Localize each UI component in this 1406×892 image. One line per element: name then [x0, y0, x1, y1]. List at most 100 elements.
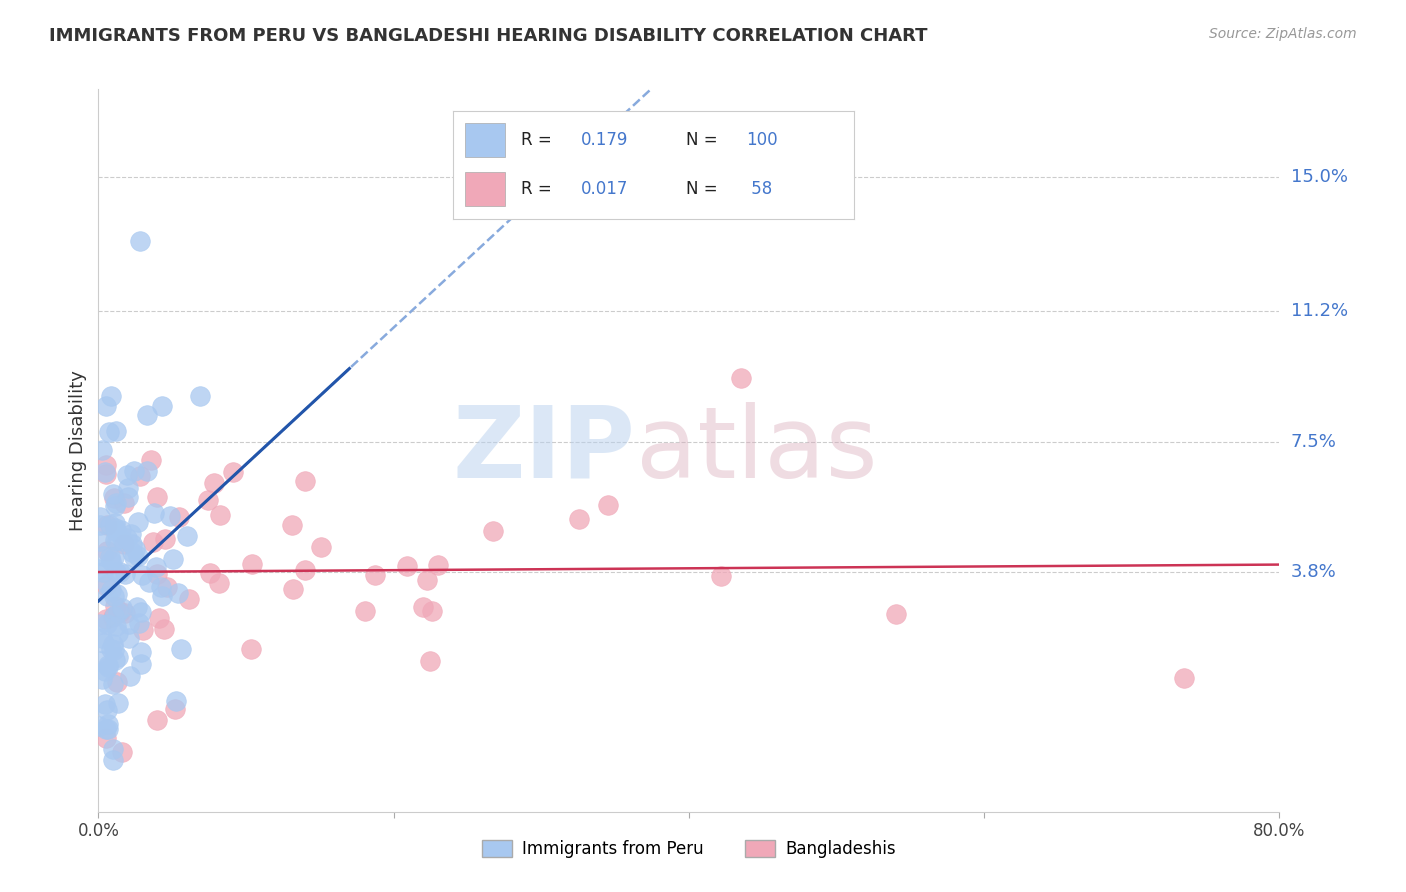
Point: [97, 660, 120, 674]
Point: [96, 617, 118, 632]
Point: [103, 491, 125, 505]
Point: [96, 612, 118, 626]
Point: [104, 524, 127, 538]
Point: [121, 545, 143, 559]
Point: [198, 566, 221, 581]
Point: [208, 575, 231, 590]
Point: [396, 558, 419, 573]
Point: [94, 665, 117, 679]
Point: [91, 565, 114, 579]
Point: [167, 509, 190, 524]
Point: [101, 637, 124, 651]
Point: [128, 234, 150, 248]
Point: [127, 599, 149, 614]
Point: [138, 574, 160, 589]
Text: 11.2%: 11.2%: [1291, 302, 1348, 320]
Point: [103, 742, 125, 756]
Point: [105, 566, 128, 580]
Point: [167, 586, 190, 600]
Point: [90, 654, 112, 668]
Point: [89, 616, 111, 631]
Point: [121, 536, 143, 550]
Point: [108, 566, 131, 580]
Point: [150, 400, 173, 414]
Point: [112, 496, 135, 510]
Point: [294, 563, 316, 577]
Point: [103, 589, 125, 603]
Point: [136, 464, 159, 478]
Point: [177, 592, 200, 607]
Point: [294, 474, 316, 488]
Text: ZIP: ZIP: [453, 402, 636, 499]
Point: [96, 576, 118, 591]
Point: [188, 388, 211, 402]
Point: [98, 518, 121, 533]
Point: [309, 541, 332, 555]
Point: [101, 753, 124, 767]
Point: [153, 532, 176, 546]
Point: [150, 589, 173, 603]
Point: [100, 641, 122, 656]
Point: [97, 717, 120, 731]
Point: [94, 466, 117, 480]
Point: [96, 703, 118, 717]
Point: [170, 642, 193, 657]
Point: [281, 517, 304, 532]
Point: [93, 635, 115, 649]
Point: [114, 606, 136, 620]
Point: [416, 573, 439, 587]
Point: [93, 697, 115, 711]
Point: [104, 599, 127, 614]
Point: [96, 579, 118, 593]
Point: [598, 499, 620, 513]
Point: [124, 550, 146, 565]
Point: [117, 482, 139, 496]
Point: [1173, 671, 1195, 685]
Point: [162, 552, 184, 566]
Point: [104, 516, 127, 531]
Point: [87, 562, 110, 576]
Point: [89, 510, 111, 524]
Point: [884, 607, 907, 622]
Point: [127, 515, 149, 529]
Point: [104, 653, 127, 667]
Point: [156, 580, 179, 594]
Point: [145, 560, 167, 574]
Point: [239, 642, 262, 657]
Point: [129, 657, 152, 671]
Point: [124, 464, 146, 478]
Text: 7.5%: 7.5%: [1291, 433, 1337, 450]
Point: [710, 569, 733, 583]
Point: [283, 582, 305, 597]
Point: [91, 442, 114, 457]
Point: [412, 599, 434, 614]
Point: [110, 523, 132, 537]
Point: [111, 534, 134, 549]
Point: [568, 512, 591, 526]
Point: [104, 533, 127, 547]
Point: [91, 549, 114, 564]
Point: [153, 622, 176, 636]
Point: [91, 631, 114, 645]
Point: [97, 722, 120, 736]
Point: [129, 469, 152, 483]
Point: [101, 610, 124, 624]
Point: [118, 616, 141, 631]
Point: [209, 508, 232, 522]
Point: [107, 605, 129, 619]
Point: [111, 601, 134, 615]
Point: [101, 487, 124, 501]
Point: [101, 677, 124, 691]
Point: [105, 496, 128, 510]
Point: [159, 508, 181, 523]
Point: [142, 506, 165, 520]
Point: [107, 650, 129, 665]
Point: [87, 719, 110, 733]
Point: [107, 626, 129, 640]
Point: [150, 580, 173, 594]
Point: [115, 467, 138, 482]
Point: [100, 389, 122, 403]
Point: [91, 672, 114, 686]
Text: IMMIGRANTS FROM PERU VS BANGLADESHI HEARING DISABILITY CORRELATION CHART: IMMIGRANTS FROM PERU VS BANGLADESHI HEAR…: [49, 27, 928, 45]
Point: [97, 658, 120, 673]
